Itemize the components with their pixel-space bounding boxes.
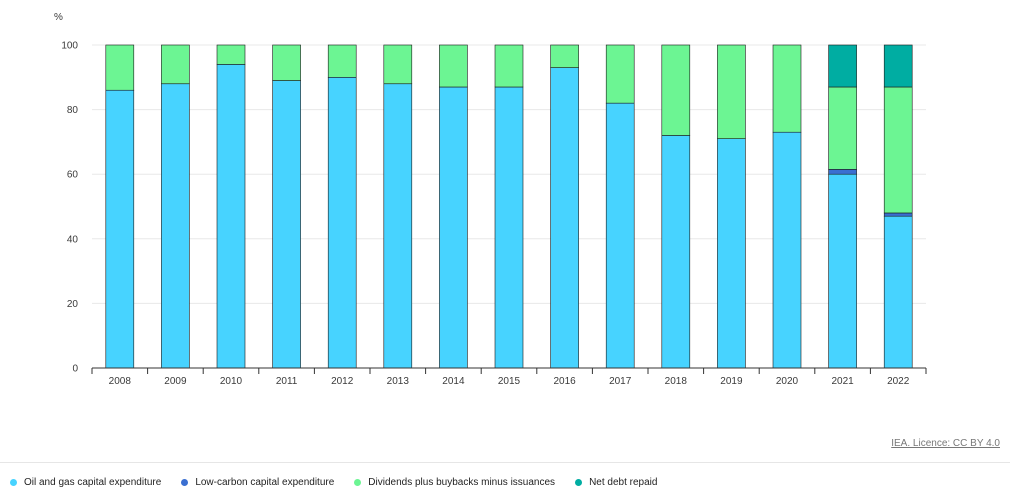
bar-2020-series-0[interactable] [772, 131, 802, 369]
legend-label-low-carbon-capex: Low-carbon capital expenditure [195, 476, 335, 488]
bar-2009-series-0[interactable] [161, 83, 190, 369]
bar-2015-series-0[interactable] [494, 86, 524, 369]
legend-swatch-net-debt-repaid [575, 478, 583, 486]
bar-stack-2013[interactable] [383, 44, 413, 369]
legend-swatch-dividends-buybacks [354, 478, 362, 486]
legend: Oil and gas capital expenditure Low-carb… [10, 475, 677, 489]
bar-2021-series-0[interactable] [828, 173, 857, 369]
bar-2013-series-2[interactable] [383, 44, 413, 85]
legend-item-net-debt-repaid[interactable]: Net debt repaid [575, 477, 657, 488]
y-tick-label-0: 0 [72, 364, 78, 375]
bar-2011-series-0[interactable] [272, 80, 301, 369]
y-tick-label-100: 100 [61, 41, 78, 52]
bars [105, 44, 913, 369]
bar-2010-series-0[interactable] [216, 64, 246, 369]
y-tick-label-20: 20 [67, 299, 79, 310]
x-axis [91, 367, 927, 374]
bar-stack-2015[interactable] [494, 44, 524, 369]
bar-2015-series-2[interactable] [494, 44, 524, 88]
x-tick-label-2020: 2020 [776, 376, 799, 387]
bar-2014-series-2[interactable] [439, 44, 468, 88]
x-tick-label-2017: 2017 [609, 376, 632, 387]
y-axis-unit-label: % [54, 12, 63, 23]
bar-stack-2012[interactable] [327, 44, 357, 369]
bar-2022-series-3[interactable] [883, 44, 913, 88]
x-tick-label-2012: 2012 [331, 376, 354, 387]
x-tick-label-2022: 2022 [887, 376, 910, 387]
legend-item-dividends-buybacks[interactable]: Dividends plus buybacks minus issuances [354, 477, 555, 488]
x-axis-ticks: 2008 2009 2010 2011 2012 2013 2014 2015 2016 2017… [109, 376, 910, 387]
x-tick-label-2010: 2010 [220, 376, 243, 387]
bar-stack-2010[interactable] [216, 44, 246, 369]
bar-2012-series-2[interactable] [327, 44, 357, 78]
legend-label-net-debt-repaid: Net debt repaid [589, 476, 658, 488]
bar-2021-series-3[interactable] [828, 44, 857, 88]
bar-2019-series-2[interactable] [717, 44, 746, 139]
bar-2010-series-2[interactable] [216, 44, 246, 65]
bar-stack-2018[interactable] [661, 44, 691, 369]
bar-2022-series-2[interactable] [883, 86, 913, 214]
bar-2020-series-2[interactable] [772, 44, 802, 133]
bar-stack-2022[interactable] [883, 44, 913, 369]
legend-swatch-oil-gas-capex [10, 478, 17, 486]
bar-stack-2008[interactable] [105, 44, 135, 369]
x-tick-label-2014: 2014 [442, 376, 465, 387]
bar-2021-series-2[interactable] [828, 86, 857, 170]
bar-2012-series-0[interactable] [327, 77, 357, 369]
y-tick-label-80: 80 [67, 105, 79, 116]
y-tick-label-40: 40 [67, 234, 79, 245]
x-tick-label-2016: 2016 [553, 376, 576, 387]
chart-area: % 0 20 40 60 80 100 2008 2009 2010 2011 2012 2013 2… [54, 12, 927, 387]
bar-stack-2009[interactable] [161, 44, 190, 369]
legend-item-oil-gas-capex[interactable]: Oil and gas capital expenditure [10, 477, 161, 488]
bar-2018-series-2[interactable] [661, 44, 691, 136]
legend-item-low-carbon-capex[interactable]: Low-carbon capital expenditure [181, 477, 334, 488]
x-tick-label-2015: 2015 [498, 376, 521, 387]
legend-label-dividends-buybacks: Dividends plus buybacks minus issuances [368, 476, 556, 488]
bar-2017-series-2[interactable] [605, 44, 635, 104]
x-tick-label-2013: 2013 [387, 376, 410, 387]
bar-2016-series-2[interactable] [550, 44, 579, 68]
bar-stack-2016[interactable] [550, 44, 579, 369]
bar-2017-series-0[interactable] [605, 102, 635, 369]
licence-link[interactable]: IEA. Licence: CC BY 4.0 [891, 438, 1000, 449]
bar-stack-2014[interactable] [439, 44, 468, 369]
bar-2008-series-2[interactable] [105, 44, 135, 91]
bar-2016-series-0[interactable] [550, 67, 579, 369]
x-tick-label-2011: 2011 [276, 376, 298, 387]
bar-2008-series-0[interactable] [105, 89, 135, 369]
bar-2014-series-0[interactable] [439, 86, 468, 369]
bar-stack-2021[interactable] [828, 44, 857, 369]
bar-stack-2020[interactable] [772, 44, 802, 369]
bar-stack-2019[interactable] [717, 44, 746, 369]
bar-2022-series-1[interactable] [883, 212, 913, 217]
bar-2009-series-2[interactable] [161, 44, 190, 85]
bar-2011-series-2[interactable] [272, 44, 301, 81]
bar-stack-2011[interactable] [272, 44, 301, 369]
y-axis-ticks: 0 20 40 60 80 100 [61, 41, 78, 375]
legend-divider [0, 462, 1010, 463]
x-tick-label-2019: 2019 [720, 376, 743, 387]
bar-stack-2017[interactable] [605, 44, 635, 369]
x-tick-label-2021: 2021 [831, 376, 854, 387]
bar-2018-series-0[interactable] [661, 135, 691, 369]
x-tick-label-2008: 2008 [109, 376, 132, 387]
bar-2019-series-0[interactable] [717, 138, 746, 369]
bar-2021-series-1[interactable] [828, 169, 857, 175]
legend-swatch-low-carbon-capex [181, 478, 189, 486]
bar-2022-series-0[interactable] [883, 215, 913, 369]
x-tick-label-2018: 2018 [665, 376, 688, 387]
bar-2013-series-0[interactable] [383, 83, 413, 369]
y-tick-label-60: 60 [67, 170, 79, 181]
x-tick-label-2009: 2009 [164, 376, 187, 387]
legend-label-oil-gas-capex: Oil and gas capital expenditure [24, 476, 162, 488]
